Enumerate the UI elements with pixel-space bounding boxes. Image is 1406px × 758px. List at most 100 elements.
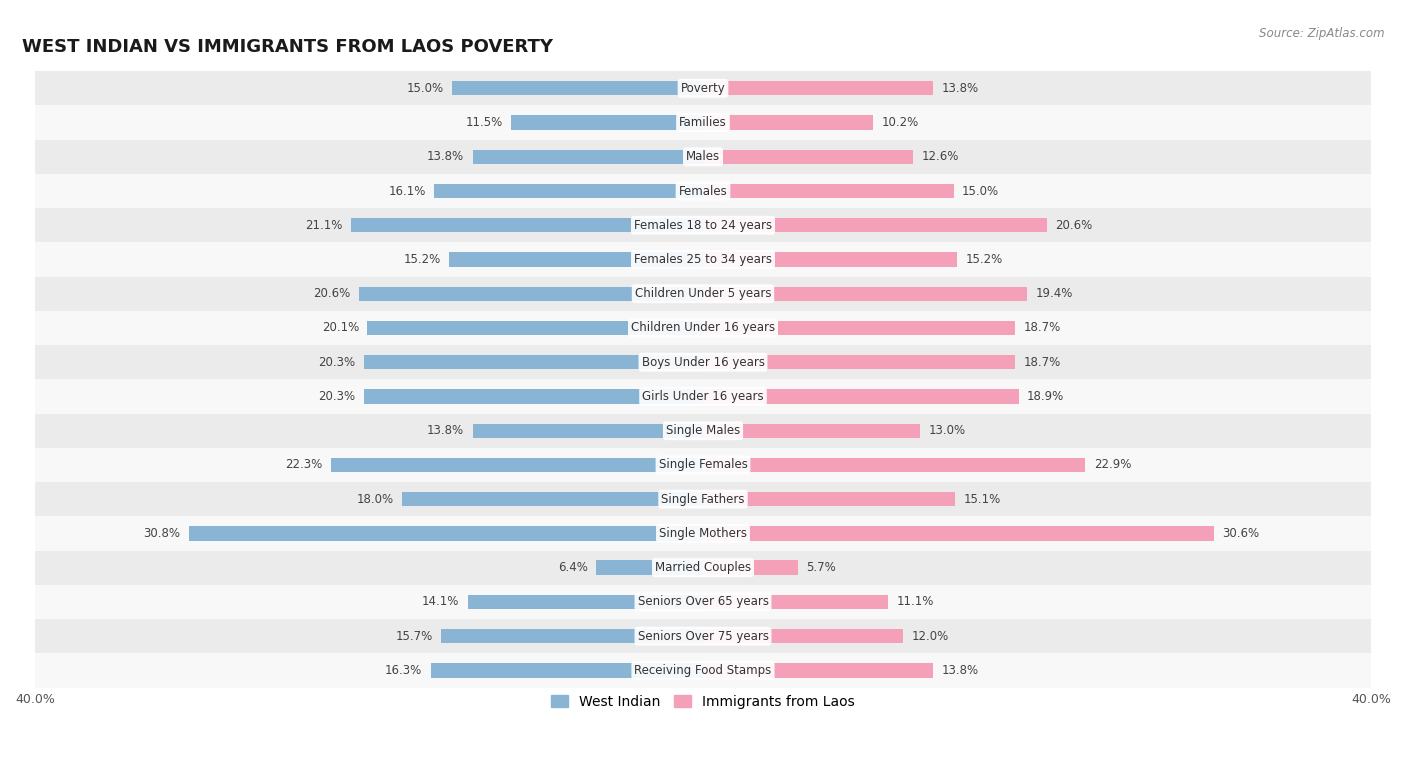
Bar bbox=[35, 619, 1371, 653]
Bar bbox=[35, 448, 1371, 482]
Text: 20.6%: 20.6% bbox=[1056, 219, 1092, 232]
Text: 13.8%: 13.8% bbox=[427, 150, 464, 163]
Bar bbox=[703, 424, 920, 438]
Text: 15.2%: 15.2% bbox=[404, 253, 441, 266]
Text: Seniors Over 65 years: Seniors Over 65 years bbox=[637, 596, 769, 609]
Text: Females 25 to 34 years: Females 25 to 34 years bbox=[634, 253, 772, 266]
Text: Single Fathers: Single Fathers bbox=[661, 493, 745, 506]
Bar bbox=[703, 526, 1213, 540]
Bar bbox=[35, 71, 1371, 105]
Bar bbox=[364, 390, 703, 404]
Bar bbox=[703, 115, 873, 130]
Bar bbox=[472, 424, 703, 438]
Text: Single Females: Single Females bbox=[658, 459, 748, 471]
Text: 19.4%: 19.4% bbox=[1035, 287, 1073, 300]
Text: 30.6%: 30.6% bbox=[1222, 527, 1260, 540]
Text: 15.0%: 15.0% bbox=[406, 82, 444, 95]
Bar bbox=[703, 149, 914, 164]
Bar bbox=[703, 184, 953, 199]
Text: 11.1%: 11.1% bbox=[897, 596, 934, 609]
Text: 12.0%: 12.0% bbox=[911, 630, 949, 643]
Bar bbox=[703, 492, 955, 506]
Text: Seniors Over 75 years: Seniors Over 75 years bbox=[637, 630, 769, 643]
Text: 15.0%: 15.0% bbox=[962, 184, 1000, 198]
Bar bbox=[35, 174, 1371, 208]
Bar bbox=[510, 115, 703, 130]
Bar bbox=[35, 482, 1371, 516]
Text: Females: Females bbox=[679, 184, 727, 198]
Text: 20.3%: 20.3% bbox=[319, 356, 356, 368]
Bar bbox=[703, 218, 1047, 233]
Bar bbox=[35, 243, 1371, 277]
Bar bbox=[441, 629, 703, 644]
Text: 18.0%: 18.0% bbox=[357, 493, 394, 506]
Text: 21.1%: 21.1% bbox=[305, 219, 342, 232]
Text: Families: Families bbox=[679, 116, 727, 129]
Text: Children Under 5 years: Children Under 5 years bbox=[634, 287, 772, 300]
Legend: West Indian, Immigrants from Laos: West Indian, Immigrants from Laos bbox=[546, 689, 860, 715]
Text: Single Mothers: Single Mothers bbox=[659, 527, 747, 540]
Bar bbox=[703, 560, 799, 575]
Text: 11.5%: 11.5% bbox=[465, 116, 502, 129]
Text: 15.7%: 15.7% bbox=[395, 630, 433, 643]
Text: Married Couples: Married Couples bbox=[655, 561, 751, 574]
Bar bbox=[703, 663, 934, 678]
Bar bbox=[35, 550, 1371, 585]
Text: 30.8%: 30.8% bbox=[143, 527, 180, 540]
Bar bbox=[703, 458, 1085, 472]
Text: Poverty: Poverty bbox=[681, 82, 725, 95]
Text: 22.9%: 22.9% bbox=[1094, 459, 1132, 471]
Bar bbox=[434, 184, 703, 199]
Text: Girls Under 16 years: Girls Under 16 years bbox=[643, 390, 763, 403]
Bar bbox=[330, 458, 703, 472]
Text: 18.7%: 18.7% bbox=[1024, 356, 1062, 368]
Text: Receiving Food Stamps: Receiving Food Stamps bbox=[634, 664, 772, 677]
Bar bbox=[402, 492, 703, 506]
Bar bbox=[35, 277, 1371, 311]
Text: Females 18 to 24 years: Females 18 to 24 years bbox=[634, 219, 772, 232]
Text: 22.3%: 22.3% bbox=[285, 459, 322, 471]
Bar bbox=[449, 252, 703, 267]
Bar bbox=[468, 595, 703, 609]
Text: 13.8%: 13.8% bbox=[942, 82, 979, 95]
Bar bbox=[367, 321, 703, 335]
Text: Males: Males bbox=[686, 150, 720, 163]
Bar bbox=[35, 311, 1371, 345]
Text: 20.3%: 20.3% bbox=[319, 390, 356, 403]
Text: 15.1%: 15.1% bbox=[963, 493, 1001, 506]
Bar bbox=[188, 526, 703, 540]
Text: 12.6%: 12.6% bbox=[922, 150, 959, 163]
Bar bbox=[359, 287, 703, 301]
Text: 13.8%: 13.8% bbox=[427, 424, 464, 437]
Bar bbox=[35, 585, 1371, 619]
Bar bbox=[35, 379, 1371, 414]
Bar bbox=[35, 414, 1371, 448]
Bar bbox=[596, 560, 703, 575]
Text: 16.3%: 16.3% bbox=[385, 664, 422, 677]
Bar bbox=[703, 252, 957, 267]
Text: 20.6%: 20.6% bbox=[314, 287, 350, 300]
Bar bbox=[35, 345, 1371, 379]
Bar bbox=[453, 81, 703, 96]
Text: Source: ZipAtlas.com: Source: ZipAtlas.com bbox=[1260, 27, 1385, 39]
Bar bbox=[703, 390, 1019, 404]
Text: 16.1%: 16.1% bbox=[388, 184, 426, 198]
Text: 18.9%: 18.9% bbox=[1026, 390, 1064, 403]
Text: 13.8%: 13.8% bbox=[942, 664, 979, 677]
Text: 20.1%: 20.1% bbox=[322, 321, 359, 334]
Bar bbox=[472, 149, 703, 164]
Bar bbox=[364, 355, 703, 369]
Text: 6.4%: 6.4% bbox=[558, 561, 588, 574]
Bar bbox=[35, 516, 1371, 550]
Bar bbox=[703, 321, 1015, 335]
Bar bbox=[430, 663, 703, 678]
Text: 18.7%: 18.7% bbox=[1024, 321, 1062, 334]
Text: 5.7%: 5.7% bbox=[807, 561, 837, 574]
Bar bbox=[703, 595, 889, 609]
Text: Boys Under 16 years: Boys Under 16 years bbox=[641, 356, 765, 368]
Bar bbox=[35, 105, 1371, 139]
Bar bbox=[703, 629, 904, 644]
Bar bbox=[350, 218, 703, 233]
Text: WEST INDIAN VS IMMIGRANTS FROM LAOS POVERTY: WEST INDIAN VS IMMIGRANTS FROM LAOS POVE… bbox=[21, 38, 553, 56]
Text: Children Under 16 years: Children Under 16 years bbox=[631, 321, 775, 334]
